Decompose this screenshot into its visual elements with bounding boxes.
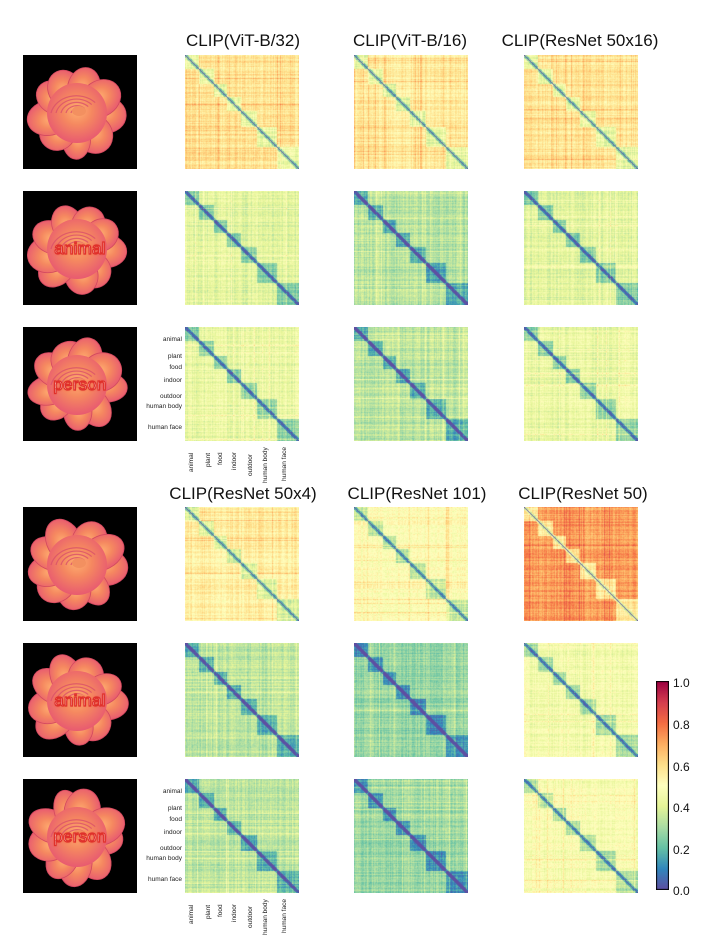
model-title: CLIP(ResNet 50x16) xyxy=(501,31,659,50)
rose-image xyxy=(23,507,137,621)
prompt-label: animal xyxy=(54,690,106,710)
category-label-x: food xyxy=(217,904,224,917)
rose-image: person xyxy=(23,779,137,893)
similarity-heatmap xyxy=(185,779,299,893)
similarity-heatmap xyxy=(354,779,468,893)
category-label-x: indoor xyxy=(231,451,238,470)
category-label-x: outdoor xyxy=(247,905,254,928)
category-label-x: human face xyxy=(281,899,288,933)
similarity-heatmap xyxy=(354,643,468,757)
prompt-label: person xyxy=(53,374,107,394)
category-label-y: human face xyxy=(148,876,182,883)
category-label-y: animal xyxy=(162,788,182,795)
prompt-label: animal xyxy=(54,238,106,258)
similarity-heatmap xyxy=(524,779,638,893)
colorbar-tick-label: 0.4 xyxy=(673,801,690,815)
category-label-x: outdoor xyxy=(247,453,254,476)
rose-image: animal xyxy=(23,643,137,757)
similarity-heatmap xyxy=(185,643,299,757)
similarity-heatmap xyxy=(185,191,299,305)
category-label-y: plant xyxy=(167,805,182,812)
rose-image xyxy=(23,55,137,169)
category-label-y: food xyxy=(169,816,182,823)
category-label-y: outdoor xyxy=(159,393,182,400)
category-label-y: outdoor xyxy=(159,845,182,852)
rose-image: animal xyxy=(23,191,137,305)
similarity-heatmap xyxy=(524,55,638,169)
category-label-y: indoor xyxy=(163,377,182,384)
colorbar-tick-label: 0.2 xyxy=(673,843,690,857)
category-label-y: animal xyxy=(162,336,182,343)
model-title: CLIP(ViT-B/32) xyxy=(185,31,300,50)
model-title: CLIP(ViT-B/16) xyxy=(352,31,467,50)
category-label-y: food xyxy=(169,364,182,371)
similarity-heatmap xyxy=(185,327,299,441)
category-label-x: animal xyxy=(188,904,195,924)
model-title: CLIP(ResNet 101) xyxy=(347,484,487,503)
similarity-heatmap xyxy=(354,507,468,621)
category-label-x: plant xyxy=(205,904,212,919)
category-label-x: food xyxy=(217,452,224,465)
similarity-heatmap xyxy=(354,191,468,305)
rose-image: person xyxy=(23,327,137,441)
similarity-heatmap xyxy=(524,507,638,621)
similarity-heatmap xyxy=(354,327,468,441)
category-label-y: indoor xyxy=(163,829,182,836)
category-label-x: animal xyxy=(188,452,195,472)
category-label-y: human body xyxy=(146,403,182,410)
colorbar-tick-label: 1.0 xyxy=(673,676,690,690)
similarity-heatmap xyxy=(524,327,638,441)
colorbar-tick-label: 0.6 xyxy=(673,760,690,774)
category-label-x: human body xyxy=(262,447,269,483)
category-label-y: human face xyxy=(148,424,182,431)
similarity-heatmap xyxy=(185,507,299,621)
category-label-x: indoor xyxy=(231,903,238,922)
category-label-y: plant xyxy=(167,353,182,360)
category-label-x: human body xyxy=(262,899,269,935)
category-label-x: plant xyxy=(205,452,212,467)
similarity-heatmap xyxy=(354,55,468,169)
model-title: CLIP(ResNet 50) xyxy=(518,484,648,503)
similarity-heatmap xyxy=(524,191,638,305)
category-label-x: human face xyxy=(281,447,288,481)
colorbar-tick-label: 0.8 xyxy=(673,718,690,732)
similarity-heatmap xyxy=(524,643,638,757)
prompt-label: person xyxy=(53,826,107,846)
colorbar xyxy=(656,681,669,890)
colorbar-tick-label: 0.0 xyxy=(673,884,690,898)
model-title: CLIP(ResNet 50x4) xyxy=(169,484,317,503)
similarity-heatmap xyxy=(185,55,299,169)
category-label-y: human body xyxy=(146,855,182,862)
